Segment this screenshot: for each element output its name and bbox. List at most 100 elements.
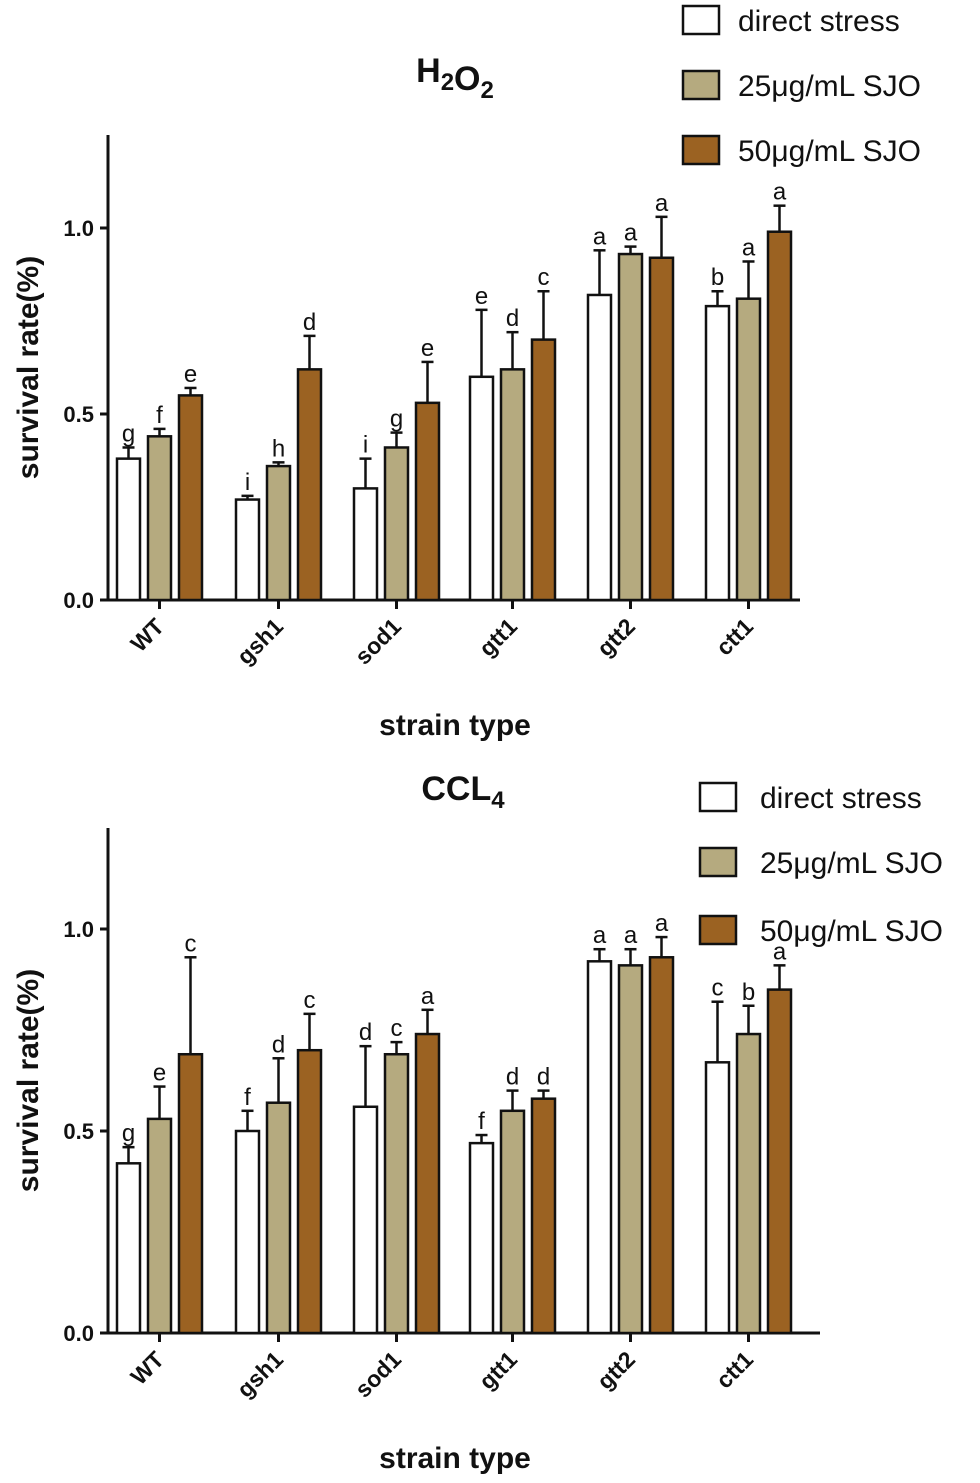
significance-label: d [303,309,316,336]
legend-swatch [698,781,738,813]
significance-label: g [122,420,135,447]
bar [704,1061,731,1335]
legend-label: 25μg/mL SJO [760,847,943,880]
chart-title: H2O2 [416,52,494,104]
significance-label: d [359,1019,372,1046]
legend-swatch [698,846,738,878]
significance-label: e [475,283,488,310]
bar [735,297,762,602]
category-label: WT [125,613,169,657]
bar [352,487,379,602]
significance-label: f [478,1108,485,1135]
chart-title: CCL4 [421,770,505,814]
bar [177,394,204,602]
bar [648,256,675,602]
significance-label: f [156,402,163,429]
bar [296,368,323,602]
y-tick-label: 0.0 [63,1321,94,1346]
significance-label: e [153,1060,166,1087]
bar [617,252,644,602]
category-label: ctt1 [711,1346,758,1393]
significance-label: c [712,975,724,1002]
y-tick-label: 1.0 [63,917,94,942]
y-tick-label: 0.5 [63,402,94,427]
bar [234,498,261,602]
significance-label: a [593,223,607,250]
significance-label: a [742,234,756,261]
significance-label: h [272,435,285,462]
y-tick-label: 0.0 [63,588,94,613]
bar [586,960,613,1335]
significance-label: a [655,910,669,937]
legend-label: 50μg/mL SJO [760,915,943,948]
significance-label: a [624,922,638,949]
significance-label: i [363,432,368,459]
y-axis-title: survival rate(%) [12,969,45,1192]
significance-label: g [390,406,403,433]
chart-h2o2: H2O2 0.0 0.5 1.0 survival rate(%) strain type… [12,4,921,742]
category-label: sod1 [350,613,406,669]
significance-label: c [185,930,197,957]
significance-label: b [742,979,755,1006]
bar [766,988,793,1335]
y-tick-label: 1.0 [63,216,94,241]
significance-label: f [244,1084,251,1111]
y-axis-title: survival rate(%) [12,256,45,479]
bar [499,368,526,602]
bar [115,457,142,602]
significance-label: c [538,264,550,291]
legend-swatch [681,4,721,36]
category-label: gtt1 [474,1346,522,1394]
bar [146,1117,173,1335]
bar [414,1032,441,1335]
bar [146,435,173,602]
category-label: gtt1 [474,613,522,661]
bar [383,1052,410,1335]
category-label: gtt2 [592,613,640,661]
significance-label: g [122,1120,135,1147]
category-label: gtt2 [592,1346,640,1394]
x-axis-title: strain type [379,1442,531,1475]
bar [177,1052,204,1335]
significance-label: a [421,983,435,1010]
bar [265,464,292,602]
legend-swatch [698,914,738,946]
legend-label: direct stress [760,782,922,815]
bar [115,1162,142,1335]
category-label: ctt1 [711,613,758,660]
significance-label: e [184,361,197,388]
bar [766,230,793,602]
bar [499,1109,526,1335]
significance-label: b [711,264,724,291]
category-label: gsh1 [232,1346,288,1402]
significance-label: a [624,220,638,247]
legend-swatch [681,69,721,101]
significance-label: d [506,305,519,332]
bar [530,338,557,602]
bar [735,1032,762,1335]
legend-label: 50μg/mL SJO [738,135,921,168]
significance-label: d [537,1064,550,1091]
bar [234,1129,261,1335]
legend-swatch [681,134,721,166]
significance-label: d [272,1031,285,1058]
significance-label: a [655,190,669,217]
significance-label: c [391,1015,403,1042]
category-label: WT [125,1346,169,1390]
legend-label: direct stress [738,5,900,38]
bar [265,1101,292,1335]
chart-ccl4: CCL4 0.0 0.5 1.0 survival rate(%) strain type… [12,770,943,1475]
y-tick-label: 0.5 [63,1119,94,1144]
bar [586,293,613,602]
bar [617,964,644,1335]
significance-label: a [773,938,787,965]
significance-label: a [593,922,607,949]
bar [468,1141,495,1335]
x-axis-title: strain type [379,709,531,742]
bar [383,446,410,602]
bar [704,304,731,602]
significance-label: a [773,179,787,206]
bar [530,1097,557,1335]
significance-label: i [245,469,250,496]
